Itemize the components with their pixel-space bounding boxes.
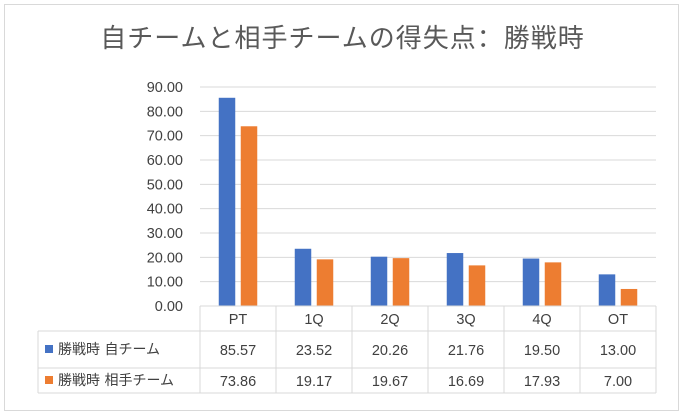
- data-label: 85.57: [220, 343, 256, 359]
- y-tick-label: 60.00: [147, 153, 183, 169]
- bar: [218, 97, 236, 306]
- y-tick-label: 50.00: [147, 177, 183, 193]
- data-label: 20.26: [372, 343, 408, 359]
- chart-title: 自チームと相手チームの得失点：勝戦時: [100, 24, 585, 54]
- bar: [468, 265, 486, 306]
- bar: [370, 256, 388, 306]
- bar: [392, 258, 410, 306]
- y-tick-label: 0.00: [155, 299, 183, 315]
- bar: [316, 259, 334, 306]
- bar: [522, 258, 540, 306]
- data-label: 13.00: [600, 343, 636, 359]
- y-axis: 0.00 10.00 20.00 30.00 40.00 50.00 60.00 70.00 8…: [147, 80, 183, 315]
- bar: [620, 288, 638, 306]
- data-label: 7.00: [604, 374, 632, 390]
- bar: [446, 253, 464, 306]
- y-tick-label: 10.00: [147, 275, 183, 291]
- gridlines: [200, 86, 656, 283]
- y-tick-label: 40.00: [147, 202, 183, 218]
- y-tick-label: 30.00: [147, 226, 183, 242]
- data-label: 19.67: [372, 374, 408, 390]
- legend-swatch: [45, 376, 53, 384]
- y-tick-label: 20.00: [147, 250, 183, 266]
- data-label: 23.52: [296, 343, 332, 359]
- category-label: 3Q: [456, 312, 475, 328]
- data-label: 19.50: [524, 343, 560, 359]
- data-label: 73.86: [220, 374, 256, 390]
- y-tick-label: 90.00: [147, 80, 183, 96]
- category-label: 1Q: [304, 312, 323, 328]
- data-label: 19.17: [296, 374, 332, 390]
- category-label: 4Q: [532, 312, 551, 328]
- category-label: 2Q: [380, 312, 399, 328]
- chart-frame: [4, 4, 679, 411]
- legend-label: 勝戦時 自チーム: [58, 342, 160, 358]
- data-label: 16.69: [448, 374, 484, 390]
- y-tick-label: 80.00: [147, 104, 183, 120]
- data-label: 17.93: [524, 374, 560, 390]
- bar: [240, 126, 258, 306]
- category-label: PT: [229, 312, 248, 328]
- legend-label: 勝戦時 相手チーム: [58, 373, 174, 389]
- data-table: PT 1Q 2Q 3Q 4Q OT 勝戦時 自チーム 85.57 23.52 20.26 21.76…: [37, 305, 657, 394]
- category-label: OT: [608, 312, 628, 328]
- bar: [294, 248, 312, 306]
- bar: [544, 262, 562, 306]
- legend-swatch: [45, 345, 53, 353]
- data-label: 21.76: [448, 343, 484, 359]
- y-tick-label: 70.00: [147, 129, 183, 145]
- bars: [218, 97, 638, 306]
- bar: [598, 274, 616, 306]
